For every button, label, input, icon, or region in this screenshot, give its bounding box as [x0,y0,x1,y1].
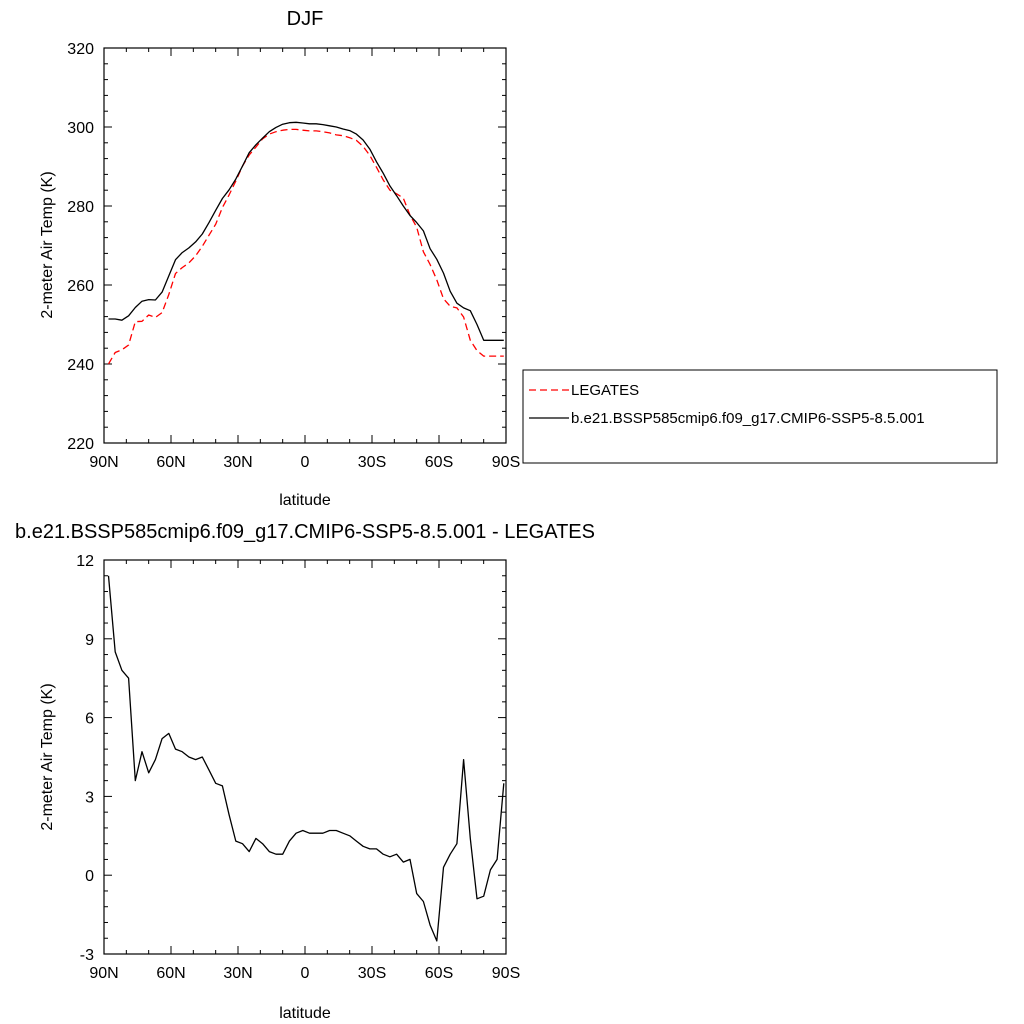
legend-entry-1: LEGATES [571,382,639,399]
y-tick-label: 3 [85,789,94,806]
series-line-1 [107,128,504,365]
y-tick-label: 220 [67,436,94,453]
series-line-2 [108,121,504,341]
series-line-1 [107,575,505,942]
x-tick-label: 90N [89,454,118,471]
y-tick-label: -3 [80,947,94,964]
x-tick-label: 90S [492,965,520,982]
x-axis-label: latitude [279,1005,331,1022]
x-tick-label: 30N [223,454,252,471]
y-tick-label: 6 [85,711,94,728]
x-tick-label: 60N [156,454,185,471]
x-tick-label: 60N [156,965,185,982]
chart-title: b.e21.BSSP585cmip6.f09_g17.CMIP6-SSP5-8.… [15,521,595,543]
legend: LEGATES b.e21.BSSP585cmip6.f09_g17.CMIP6-… [522,369,998,464]
y-tick-label: 0 [85,868,94,885]
plot-frame [103,559,507,955]
panel-temperature: DJF 90N 60N 30N 0 30S 60S 90S 220 240 260 280 300 32… [39,8,998,509]
plot-area: 90N 60N 30N 0 30S 60S 90S 220 240 260 280 300 320 [67,41,520,471]
x-tick-label: 90S [492,454,520,471]
x-axis-label: latitude [279,492,331,509]
y-axis-label: 2-meter Air Temp (K) [39,683,56,830]
y-axis-label: 2-meter Air Temp (K) [39,171,56,318]
legend-entry-2: b.e21.BSSP585cmip6.f09_g17.CMIP6-SSP5-8.… [571,410,925,427]
y-tick-label: 300 [67,120,94,137]
x-tick-label: 60S [425,965,453,982]
plot-frame [103,47,507,444]
x-tick-label: 30S [358,965,386,982]
panel-difference: b.e21.BSSP585cmip6.f09_g17.CMIP6-SSP5-8.… [15,521,595,1022]
y-tick-label: 12 [76,553,94,570]
y-tick-label: 9 [85,632,94,649]
x-tick-label: 90N [89,965,118,982]
y-tick-label: 260 [67,278,94,295]
y-tick-label: 240 [67,357,94,374]
x-tick-label: 0 [301,454,310,471]
y-tick-label: 280 [67,199,94,216]
y-tick-label: 320 [67,41,94,58]
x-tick-label: 30S [358,454,386,471]
plot-area: 90N 60N 30N 0 30S 60S 90S -3 0 3 6 9 12 [76,553,520,982]
x-tick-label: 0 [301,965,310,982]
x-tick-label: 60S [425,454,453,471]
chart-title: DJF [287,8,324,30]
legend-box [522,369,998,464]
x-tick-label: 30N [223,965,252,982]
